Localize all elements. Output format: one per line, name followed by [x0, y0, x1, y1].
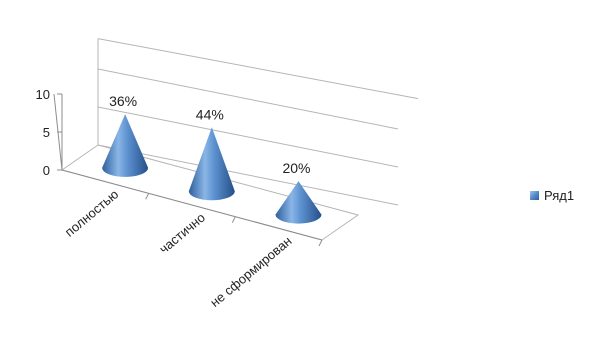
x-axis-line [61, 169, 323, 241]
y-tick-label: 10 [36, 87, 50, 102]
cone [102, 114, 149, 177]
cone-body [102, 114, 149, 177]
x-tick-mark [318, 239, 323, 247]
cone [275, 181, 322, 224]
category-label: полностью [62, 186, 122, 239]
gridline [97, 38, 419, 100]
gridline [97, 144, 399, 206]
data-labels: 36% 44% 20% [109, 93, 310, 176]
chart-frame [53, 38, 419, 241]
category-label: частично [156, 210, 208, 257]
data-label: 44% [196, 106, 224, 122]
legend-swatch [530, 191, 539, 200]
data-label: 36% [109, 93, 137, 109]
category-label: не сформирован [207, 233, 294, 310]
cone-body [188, 127, 235, 201]
data-label: 20% [282, 160, 310, 176]
x-tick-mark [231, 216, 236, 223]
cone [188, 127, 235, 201]
legend-label: Ряд1 [544, 188, 575, 203]
y-tick-label: 0 [43, 163, 50, 178]
gridline [97, 68, 399, 130]
gridline [97, 106, 399, 168]
x-tick-mark [145, 193, 150, 200]
legend: Ряд1 [530, 188, 574, 203]
cone-body [275, 181, 322, 224]
data-cones [102, 114, 322, 224]
y-tick-label: 5 [43, 125, 50, 140]
y-axis-ticks: 0 5 10 [36, 87, 62, 178]
